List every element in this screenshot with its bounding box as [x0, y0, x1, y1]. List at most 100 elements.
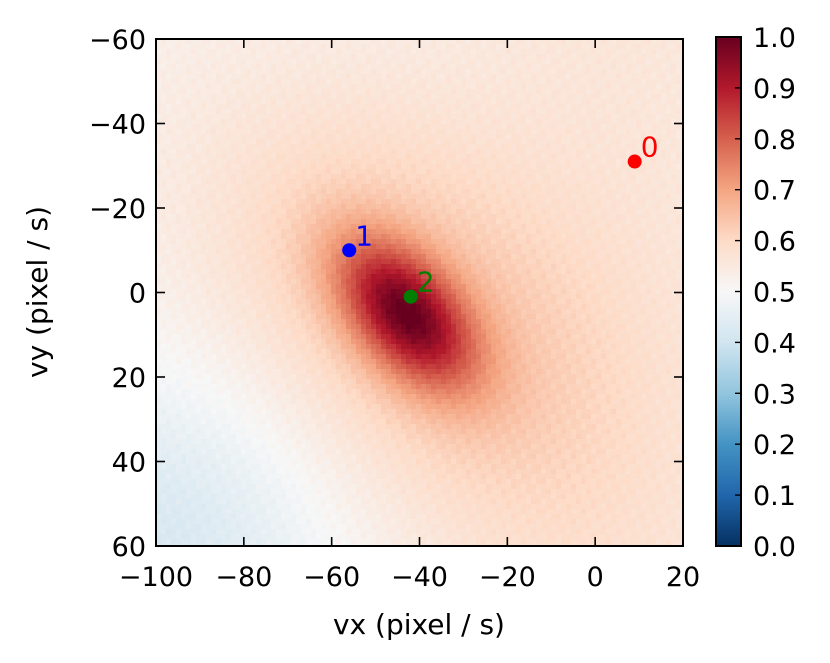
heatmap-cell: [191, 104, 197, 110]
heatmap-cell: [166, 199, 172, 205]
heatmap-cell: [311, 139, 317, 145]
heatmap-cell: [556, 94, 562, 100]
heatmap-cell: [201, 144, 207, 150]
heatmap-cell: [656, 224, 662, 230]
heatmap-cell: [656, 259, 662, 265]
heatmap-cell: [441, 49, 447, 55]
heatmap-cell: [596, 269, 602, 275]
heatmap-cell: [181, 129, 187, 135]
heatmap-cell: [636, 114, 642, 120]
heatmap-cell: [326, 89, 332, 95]
heatmap-cell: [471, 124, 477, 130]
heatmap-cell: [456, 199, 462, 205]
heatmap-cell: [426, 179, 432, 185]
heatmap-cell: [241, 149, 247, 155]
heatmap-cell: [251, 134, 257, 140]
heatmap-cell: [416, 224, 422, 230]
heatmap-cell: [511, 139, 517, 145]
heatmap-cell: [496, 234, 502, 240]
heatmap-cell: [546, 219, 552, 225]
heatmap-cell: [181, 199, 187, 205]
heatmap-cell: [626, 139, 632, 145]
heatmap-cell: [526, 214, 532, 220]
heatmap-cell: [556, 134, 562, 140]
heatmap-cell: [161, 269, 167, 275]
heatmap-cell: [581, 264, 587, 270]
heatmap-cell: [381, 204, 387, 210]
heatmap-cell: [421, 209, 427, 215]
heatmap-cell: [491, 194, 497, 200]
heatmap-cell: [281, 214, 287, 220]
heatmap-cell: [331, 214, 337, 220]
heatmap-cell: [626, 224, 632, 230]
heatmap-cell: [356, 89, 362, 95]
heatmap-cell: [291, 174, 297, 180]
heatmap-cell: [631, 234, 637, 240]
heatmap-cell: [576, 194, 582, 200]
heatmap-cell: [216, 179, 222, 185]
heatmap-cell: [451, 229, 457, 235]
heatmap-cell: [426, 169, 432, 175]
heatmap-cell: [481, 204, 487, 210]
heatmap-cell: [401, 104, 407, 110]
heatmap-cell: [276, 224, 282, 230]
heatmap-cell: [561, 254, 567, 260]
heatmap-cell: [161, 64, 167, 70]
heatmap-cell: [346, 159, 352, 165]
heatmap-cell: [251, 104, 257, 110]
heatmap-cell: [231, 119, 237, 125]
heatmap-cell: [351, 234, 357, 240]
heatmap-cell: [641, 124, 647, 130]
heatmap-cell: [411, 139, 417, 145]
heatmap-cell: [486, 179, 492, 185]
heatmap-cell: [301, 94, 307, 100]
heatmap-cell: [371, 259, 377, 265]
heatmap-cell: [521, 199, 527, 205]
heatmap-cell: [636, 194, 642, 200]
heatmap-cell: [386, 64, 392, 70]
heatmap-cell: [561, 219, 567, 225]
heatmap-cell: [566, 149, 572, 155]
heatmap-cell: [621, 264, 627, 270]
heatmap-cell: [611, 104, 617, 110]
heatmap-cell: [661, 229, 667, 235]
heatmap-cell: [511, 169, 517, 175]
heatmap-cell: [236, 139, 242, 145]
heatmap-cell: [591, 134, 597, 140]
heatmap-cell: [276, 144, 282, 150]
heatmap-cell: [596, 64, 602, 70]
heatmap-cell: [296, 254, 302, 260]
heatmap-cell: [616, 169, 622, 175]
heatmap-cell: [321, 179, 327, 185]
heatmap-cell: [171, 164, 177, 170]
heatmap-cell: [636, 239, 642, 245]
heatmap-cell: [161, 204, 167, 210]
heatmap-cell: [196, 124, 202, 130]
heatmap-cell: [666, 169, 672, 175]
heatmap-cell: [441, 229, 447, 235]
heatmap-cell: [206, 84, 212, 90]
heatmap-cell: [296, 199, 302, 205]
heatmap-cell: [251, 114, 257, 120]
heatmap-cell: [181, 219, 187, 225]
heatmap-cell: [236, 149, 242, 155]
heatmap-cell: [161, 139, 167, 145]
heatmap-cell: [261, 254, 267, 260]
heatmap-cell: [251, 174, 257, 180]
heatmap-cell: [646, 59, 652, 65]
heatmap-cell: [371, 104, 377, 110]
heatmap-cell: [416, 184, 422, 190]
heatmap-cell: [326, 59, 332, 65]
heatmap-cell: [636, 209, 642, 215]
heatmap-cell: [336, 89, 342, 95]
heatmap-cell: [491, 104, 497, 110]
heatmap-cell: [296, 159, 302, 165]
heatmap-cell: [571, 104, 577, 110]
heatmap-cell: [521, 184, 527, 190]
heatmap-cell: [546, 254, 552, 260]
heatmap-cell: [236, 99, 242, 105]
heatmap-cell: [536, 64, 542, 70]
heatmap-cell: [246, 194, 252, 200]
heatmap-cell: [421, 149, 427, 155]
